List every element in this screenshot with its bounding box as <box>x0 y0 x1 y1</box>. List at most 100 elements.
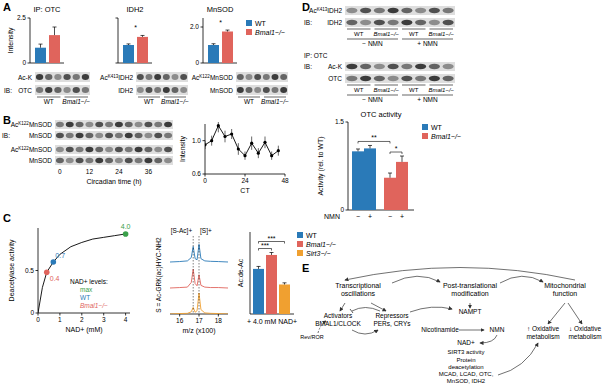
y-tick <box>116 18 119 19</box>
label-part: MnSOD <box>29 157 52 164</box>
legend-swatch <box>297 250 303 256</box>
blot-band <box>346 8 357 13</box>
blot-band <box>105 122 113 127</box>
bar <box>49 35 60 63</box>
blot-band <box>388 20 399 25</box>
blot-band <box>36 87 43 93</box>
blot-row <box>345 74 455 83</box>
blot-row <box>55 145 173 154</box>
highlight-point <box>44 269 50 275</box>
axis-title: m/z (x100) <box>182 327 215 335</box>
plot-area <box>208 30 233 63</box>
legend-swatch <box>422 133 428 139</box>
blot-band <box>56 133 64 138</box>
blot-row <box>345 6 455 15</box>
arrow <box>500 276 543 283</box>
panel-label: C <box>3 212 11 224</box>
line <box>38 234 126 313</box>
label: WT <box>44 98 54 105</box>
tick-label: 2 <box>80 316 84 323</box>
blot-band <box>415 76 426 81</box>
y-axis <box>250 232 251 314</box>
point <box>237 147 240 150</box>
blot-band <box>76 147 84 152</box>
label-part: MnSOD <box>29 121 52 128</box>
bar <box>266 255 277 314</box>
plot-area <box>352 145 408 210</box>
arrow <box>498 343 538 375</box>
highlight-point <box>51 259 57 265</box>
blot-row <box>55 120 173 129</box>
error-bar <box>402 156 403 162</box>
blot-band <box>82 74 89 80</box>
blot-label: AcK122MnSOD <box>11 121 53 128</box>
blot-band <box>172 87 179 93</box>
diagram-header: Transcriptional <box>335 282 381 290</box>
arrow <box>548 303 565 324</box>
blot-row <box>136 72 188 82</box>
label: + NMN <box>417 40 438 47</box>
error-cap <box>212 43 216 44</box>
label: Bmal1−/− <box>161 98 189 105</box>
tick-label: 0 <box>36 316 40 323</box>
diagram-node: MnSOD, IDH2 <box>447 378 486 384</box>
blot-band <box>360 64 371 69</box>
blot-band <box>125 133 133 138</box>
error-cap <box>127 43 131 44</box>
sig-bracket <box>271 249 272 251</box>
blot-band <box>164 133 172 138</box>
label: WT <box>409 31 419 37</box>
blot-row <box>55 156 173 165</box>
label-part: MnSOD <box>29 132 52 139</box>
blot-band <box>164 147 172 152</box>
blot-band <box>95 122 103 127</box>
y-axis <box>205 124 206 174</box>
blot-row <box>35 85 90 95</box>
diagram-header: Mitochondrial <box>544 282 586 289</box>
error-bar <box>390 173 391 178</box>
peak-label: [S]+ <box>200 227 212 235</box>
peak-line <box>199 236 200 314</box>
line <box>205 126 278 156</box>
diagram-node: NAMPT <box>459 308 482 315</box>
y-axis <box>30 18 31 63</box>
label-part: OTC <box>18 87 32 94</box>
blot-band <box>280 74 287 80</box>
diagram-node: Nicotinamide <box>421 326 459 333</box>
sig-bracket <box>284 242 285 244</box>
chart-title: IDH2 <box>126 5 143 14</box>
blot-band <box>401 8 412 13</box>
blot-band <box>95 133 103 138</box>
label-part: K122 <box>199 73 210 78</box>
diagram-node: ↑ Oxidative <box>527 325 560 332</box>
point-label: 4.0 <box>121 223 131 230</box>
arrow <box>470 303 471 308</box>
arrow <box>392 276 440 283</box>
label-part: Ac-K <box>18 74 33 81</box>
blot-band <box>254 74 261 80</box>
label: 36 <box>145 168 153 175</box>
error-cap <box>257 266 261 267</box>
point <box>270 154 273 157</box>
axis-title: Intensity <box>179 135 187 162</box>
group-bracket <box>402 85 426 86</box>
blot-row <box>55 131 173 140</box>
blot-band <box>237 74 244 80</box>
blot-label: MnSOD <box>29 132 52 139</box>
tick-label: 1.0 <box>192 137 201 144</box>
blot-row <box>35 72 90 82</box>
blot-band <box>164 122 172 127</box>
label-part: K122 <box>18 121 29 126</box>
label: WT <box>144 98 154 105</box>
blot-band <box>135 158 143 163</box>
blot-band <box>374 64 385 69</box>
blot-band <box>56 122 64 127</box>
bar <box>35 48 46 63</box>
blot-band <box>346 20 357 25</box>
legend-label: Bmal1−/− <box>80 302 108 309</box>
blot-band <box>154 133 162 138</box>
diagram-node: metabolism <box>526 333 559 340</box>
blot-band <box>115 122 123 127</box>
blot-band <box>66 122 74 127</box>
blot-band <box>415 20 426 25</box>
